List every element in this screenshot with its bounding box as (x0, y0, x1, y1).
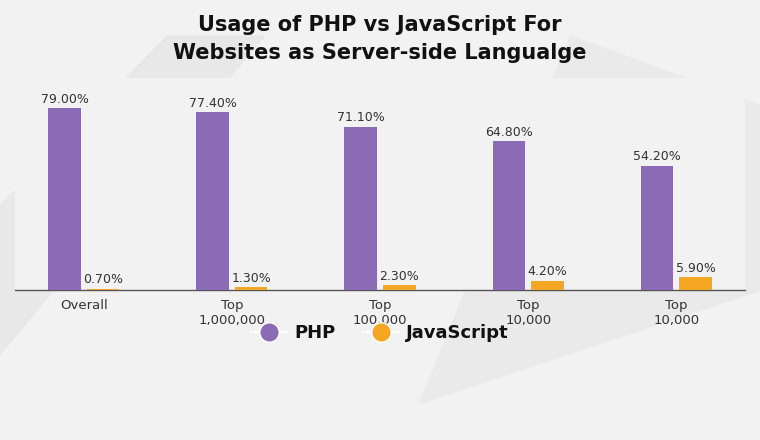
Bar (344, 127, 377, 290)
Bar (48, 108, 81, 290)
Bar (679, 277, 712, 290)
Text: 5.90%: 5.90% (676, 261, 715, 275)
Text: 64.80%: 64.80% (485, 126, 533, 139)
Title: Usage of PHP vs JavaScript For
Websites as Server-side Langualge: Usage of PHP vs JavaScript For Websites … (173, 15, 587, 63)
Bar (492, 141, 525, 290)
Bar (531, 281, 564, 290)
Text: 0.70%: 0.70% (83, 274, 123, 286)
Bar (235, 287, 268, 290)
Bar (87, 289, 119, 290)
Text: 54.20%: 54.20% (633, 150, 681, 163)
Text: 79.00%: 79.00% (40, 93, 88, 106)
Text: 1.30%: 1.30% (231, 272, 271, 285)
Legend: PHP, JavaScript: PHP, JavaScript (244, 317, 516, 349)
Text: 2.30%: 2.30% (379, 270, 419, 283)
Text: 71.10%: 71.10% (337, 111, 385, 124)
Text: 77.40%: 77.40% (188, 97, 236, 110)
Bar (641, 165, 673, 290)
Bar (196, 112, 229, 290)
Bar (383, 285, 416, 290)
Text: 4.20%: 4.20% (527, 265, 567, 279)
